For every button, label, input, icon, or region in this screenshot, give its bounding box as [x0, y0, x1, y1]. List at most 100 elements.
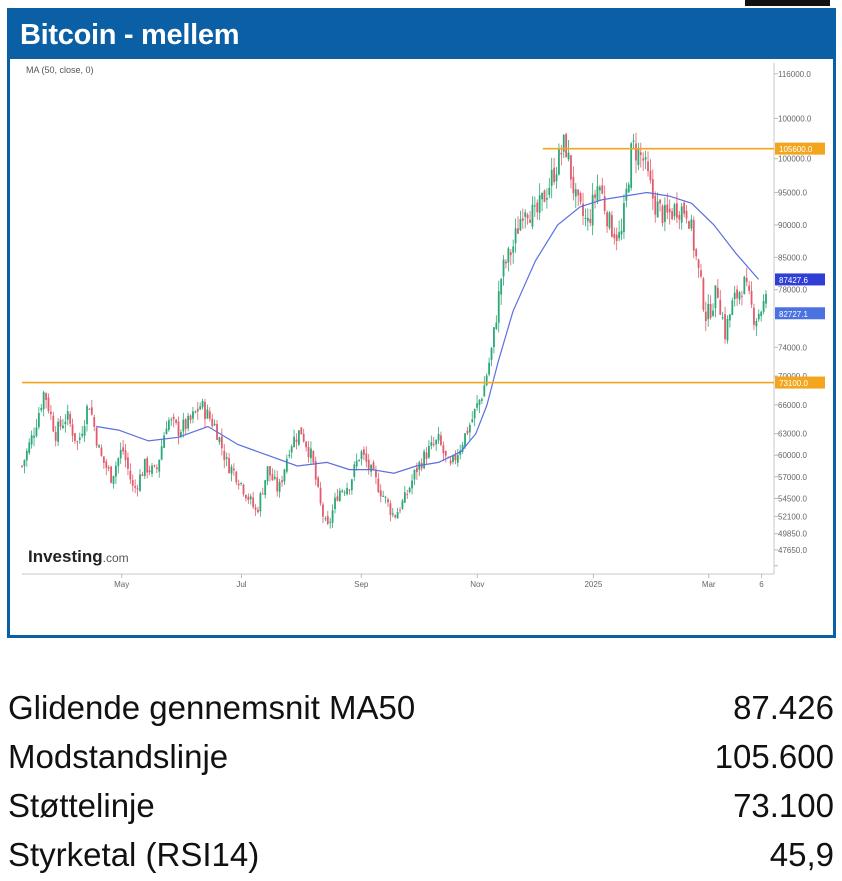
price-last-tag	[775, 307, 825, 320]
candle-body	[401, 500, 404, 509]
candle-body	[745, 277, 748, 282]
candle-body	[54, 431, 57, 441]
candle-body	[259, 493, 262, 512]
stat-row-support: Støttelinje 73.100	[8, 781, 834, 830]
y-tick-label: 78000.0	[778, 286, 807, 295]
stat-label: Støttelinje	[8, 786, 155, 824]
candle-body	[548, 187, 551, 195]
candle-body	[343, 492, 346, 494]
candle-body	[567, 152, 570, 160]
candle-body	[220, 436, 223, 449]
candle-body	[247, 496, 250, 500]
candle-body	[630, 143, 633, 188]
candle-body	[738, 292, 741, 300]
candle-body	[358, 459, 360, 461]
candle-body	[211, 418, 214, 427]
candle-body	[78, 437, 81, 440]
candle-body	[273, 476, 276, 479]
candle-body	[519, 218, 522, 231]
candle-body	[415, 467, 418, 473]
candle-body	[353, 464, 356, 477]
indicator-label: MA (50, close, 0)	[26, 65, 94, 75]
candle-body	[124, 450, 127, 461]
candle-body	[500, 279, 503, 295]
candle-body	[750, 290, 753, 305]
candle-body	[204, 401, 206, 420]
candle-body	[319, 487, 322, 504]
candle-body	[471, 419, 474, 422]
candle-body	[86, 406, 88, 425]
candle-body	[213, 423, 216, 426]
candle-body	[589, 218, 592, 223]
candle-body	[365, 453, 368, 462]
candle-body	[608, 212, 611, 229]
candle-body	[488, 362, 491, 375]
candle-body	[413, 469, 416, 480]
candle-body	[232, 468, 235, 471]
candle-body	[199, 406, 202, 410]
candle-body	[408, 487, 411, 493]
candle-body	[550, 169, 553, 186]
support-tag-label: 73100.0	[779, 379, 808, 388]
candle-body	[620, 230, 623, 235]
candle-body	[47, 397, 50, 412]
candle-body	[524, 212, 527, 217]
y-tick-label: 63000.0	[778, 430, 807, 439]
candle-body	[642, 158, 645, 161]
candle-body	[483, 385, 486, 397]
candle-body	[728, 314, 731, 321]
candle-body	[538, 195, 541, 213]
stat-row-resistance: Modstandslinje 105.600	[8, 732, 834, 781]
candle-body	[83, 426, 86, 436]
y-tick-label: 60000.0	[778, 451, 807, 460]
candle-body	[437, 433, 440, 441]
candle-body	[341, 490, 344, 492]
candle-body	[743, 276, 746, 295]
y-tick-label: 54500.0	[778, 494, 807, 503]
candle-body	[129, 470, 132, 480]
candle-body	[336, 496, 339, 501]
candle-body	[42, 392, 45, 410]
candle-body	[570, 155, 572, 180]
candle-body	[623, 203, 625, 233]
candle-body	[119, 449, 122, 459]
candle-body	[355, 460, 358, 467]
candle-body	[175, 419, 177, 423]
candle-body	[115, 465, 117, 477]
candle-body	[700, 270, 702, 277]
candle-body	[33, 435, 35, 438]
candle-body	[651, 179, 654, 199]
candle-body	[545, 198, 548, 200]
candle-body	[300, 427, 303, 435]
y-tick-label: 52100.0	[778, 512, 807, 521]
candle-body	[502, 259, 505, 277]
candle-body	[245, 494, 247, 499]
candle-body	[485, 375, 488, 386]
candle-body	[329, 521, 332, 523]
stat-label: Modstandslinje	[8, 737, 229, 775]
support-tag	[775, 376, 825, 389]
candle-body	[283, 469, 286, 482]
candle-body	[673, 204, 676, 217]
candle-body	[57, 421, 60, 442]
y-tick-label: 90000.0	[778, 221, 807, 230]
candle-body	[110, 466, 112, 483]
candle-body	[649, 170, 652, 181]
candle-body	[755, 320, 758, 327]
candle-body	[526, 214, 529, 219]
candle-body	[37, 413, 40, 428]
candle-body	[716, 287, 719, 298]
x-tick-label: Jul	[236, 580, 246, 589]
candle-body	[685, 210, 688, 219]
candle-body	[562, 134, 565, 152]
candle-body	[627, 184, 630, 193]
candle-body	[425, 452, 428, 459]
candle-body	[218, 437, 221, 443]
candle-body	[591, 194, 594, 226]
candle-body	[112, 475, 115, 484]
candle-body	[314, 461, 317, 480]
candle-body	[384, 496, 387, 498]
candle-body	[423, 451, 425, 469]
candle-body	[468, 424, 471, 433]
candle-body	[714, 285, 717, 309]
